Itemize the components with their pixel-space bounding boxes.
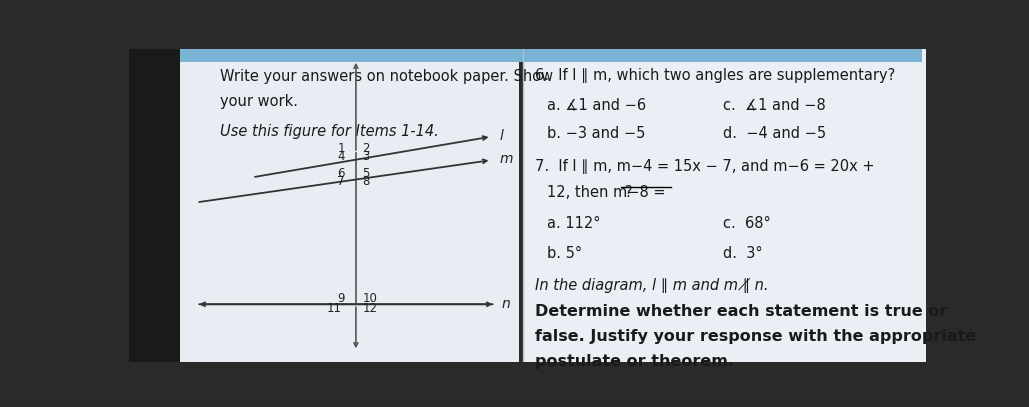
Text: 10: 10	[362, 292, 378, 305]
Text: 3: 3	[362, 150, 369, 163]
Text: postulate or theorem.: postulate or theorem.	[535, 354, 735, 370]
Bar	[129, 49, 180, 362]
Bar	[180, 49, 922, 62]
Text: 2: 2	[362, 142, 369, 155]
Bar	[180, 49, 520, 362]
Text: 6: 6	[338, 167, 345, 180]
Text: 1: 1	[338, 142, 345, 155]
Text: 7: 7	[338, 175, 345, 188]
Text: 12: 12	[362, 302, 378, 315]
Text: 5: 5	[362, 167, 369, 180]
Text: ?: ?	[626, 184, 633, 199]
Bar	[524, 49, 926, 362]
Text: 9: 9	[338, 292, 345, 305]
Text: b. −3 and −5: b. −3 and −5	[547, 126, 645, 141]
Text: your work.: your work.	[220, 94, 298, 109]
Text: 7.  If l ∥ m, m−4 = 15x − 7, and m−6 = 20x +: 7. If l ∥ m, m−4 = 15x − 7, and m−6 = 20…	[535, 159, 875, 174]
Text: b. 5°: b. 5°	[547, 246, 582, 261]
Text: Determine whether each statement is true or: Determine whether each statement is true…	[535, 304, 948, 319]
Text: c.  ∡1 and −8: c. ∡1 and −8	[722, 97, 825, 112]
Text: 11: 11	[326, 302, 342, 315]
Text: Write your answers on notebook paper. Show: Write your answers on notebook paper. Sh…	[220, 69, 554, 84]
Text: c.  68°: c. 68°	[722, 216, 771, 230]
Text: n: n	[501, 297, 509, 311]
Text: 12, then m−8 =: 12, then m−8 =	[547, 185, 671, 200]
Text: false. Justify your response with the appropriate: false. Justify your response with the ap…	[535, 329, 977, 344]
Text: In the diagram, l ∥ m and m ∦ n.: In the diagram, l ∥ m and m ∦ n.	[535, 278, 769, 293]
Text: a. 112°: a. 112°	[547, 216, 601, 230]
Text: 8: 8	[362, 175, 369, 188]
Text: m: m	[499, 152, 512, 166]
Text: a. ∡1 and −6: a. ∡1 and −6	[547, 97, 646, 112]
Text: d.  3°: d. 3°	[722, 246, 762, 261]
Text: d.  −4 and −5: d. −4 and −5	[722, 126, 826, 141]
Text: 4: 4	[338, 150, 345, 163]
Text: 6.  If l ∥ m, which two angles are supplementary?: 6. If l ∥ m, which two angles are supple…	[535, 68, 895, 83]
Text: Use this figure for Items 1-14.: Use this figure for Items 1-14.	[220, 124, 439, 139]
Text: l: l	[499, 129, 503, 142]
